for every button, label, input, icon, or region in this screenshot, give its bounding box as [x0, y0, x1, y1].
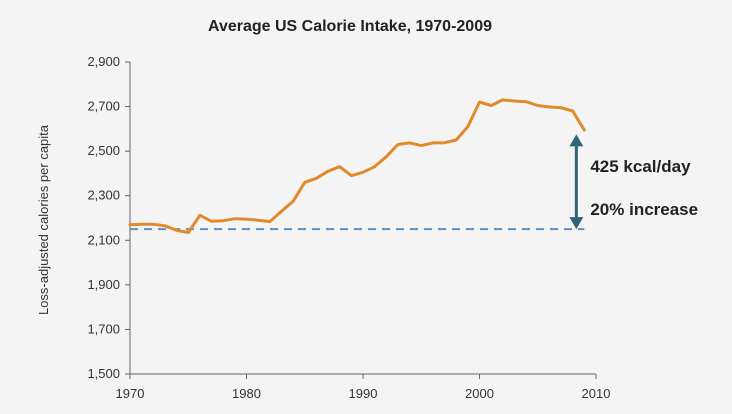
x-tick-label: 2000 — [465, 386, 494, 401]
annotation-percent-label: 20% increase — [590, 200, 698, 219]
y-axis-label: Loss-adjusted calories per capita — [36, 124, 51, 315]
y-tick-label: 1,900 — [87, 277, 120, 292]
x-tick-label: 2010 — [582, 386, 611, 401]
x-tick-label: 1990 — [349, 386, 378, 401]
annotation-arrow-head-down — [569, 217, 584, 230]
y-tick-label: 1,500 — [87, 366, 120, 381]
x-tick-label: 1980 — [232, 386, 261, 401]
annotation-arrow-head-up — [569, 134, 584, 147]
chart-title: Average US Calorie Intake, 1970-2009 — [208, 18, 492, 35]
x-tick-label: 1970 — [116, 386, 145, 401]
y-tick-label: 2,300 — [87, 188, 120, 203]
y-tick-label: 2,900 — [87, 54, 120, 69]
y-tick-label: 1,700 — [87, 321, 120, 336]
y-tick-label: 2,100 — [87, 232, 120, 247]
y-tick-label: 2,700 — [87, 99, 120, 114]
calorie-intake-line — [128, 98, 586, 234]
y-tick-label: 2,500 — [87, 143, 120, 158]
annotation-kcal-label: 425 kcal/day — [590, 157, 691, 176]
